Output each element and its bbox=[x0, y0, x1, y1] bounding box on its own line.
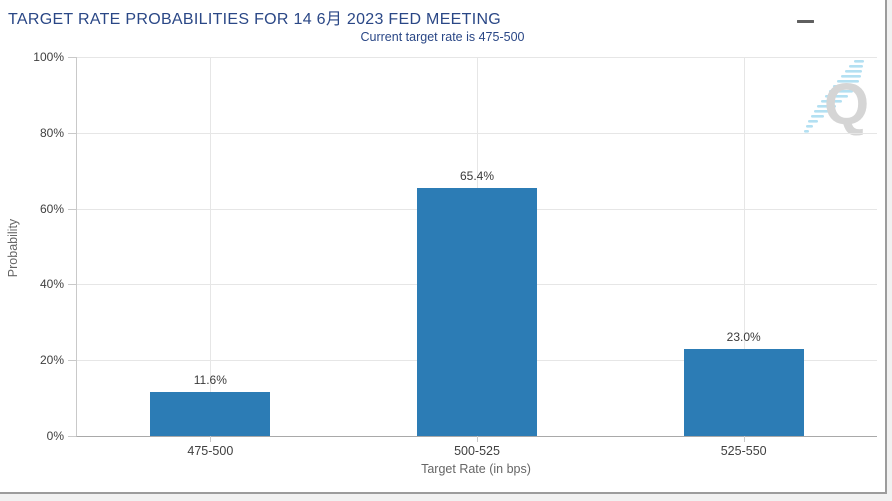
y-tick-label: 100% bbox=[33, 50, 64, 64]
y-axis-tick bbox=[68, 284, 76, 286]
x-axis-title: Target Rate (in bps) bbox=[421, 462, 531, 476]
x-tick-label: 525-550 bbox=[720, 444, 767, 458]
bar-value-label: 23.0% bbox=[726, 329, 761, 344]
x-gridline bbox=[743, 57, 745, 436]
probability-bar[interactable] bbox=[150, 392, 271, 436]
bar-value-label: 65.4% bbox=[459, 169, 495, 184]
y-axis-title: Probability bbox=[6, 218, 20, 278]
probability-bar[interactable] bbox=[683, 348, 804, 436]
y-tick-label: 80% bbox=[39, 125, 64, 140]
y-axis-tick bbox=[68, 57, 76, 58]
bar-chart: Probability bbox=[0, 50, 885, 491]
quikstrike-watermark-logo: Q bbox=[804, 60, 869, 137]
y-tick-label: 60% bbox=[39, 201, 64, 216]
x-axis-tick bbox=[210, 436, 212, 442]
x-axis-tick bbox=[743, 436, 745, 442]
watermark-letter: Q bbox=[824, 72, 869, 137]
current-target-rate-subtitle: Current target rate is 475-500 bbox=[360, 30, 525, 44]
y-axis-tick bbox=[68, 360, 76, 362]
hamburger-menu-icon[interactable] bbox=[797, 10, 874, 26]
y-axis-tick bbox=[68, 208, 76, 210]
hamburger-bar bbox=[797, 19, 814, 23]
y-tick-label: 40% bbox=[39, 277, 64, 292]
probability-bar[interactable] bbox=[417, 188, 537, 436]
y-axis-tick bbox=[68, 436, 76, 437]
x-gridline bbox=[210, 57, 212, 436]
x-axis-tick bbox=[477, 436, 478, 442]
chart-title: TARGET RATE PROBABILITIES FOR 14 6月 2023… bbox=[8, 11, 502, 28]
x-tick-label: 475-500 bbox=[187, 444, 234, 458]
plot-area: Q 0% 20% 40% 60% 80% 100% 475-500 11.6% 500-525 6… bbox=[33, 50, 877, 458]
y-tick-label: 0% bbox=[46, 429, 64, 443]
y-tick-label: 20% bbox=[39, 353, 64, 368]
y-axis-tick bbox=[68, 132, 76, 134]
x-tick-label: 500-525 bbox=[454, 444, 500, 458]
bar-value-label: 11.6% bbox=[193, 373, 227, 388]
